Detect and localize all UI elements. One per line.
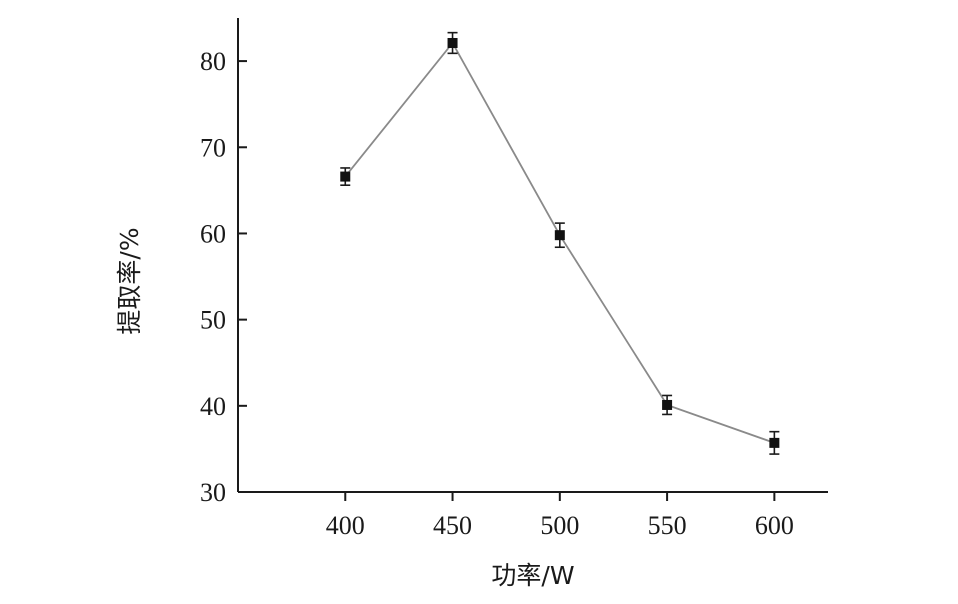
data-point bbox=[340, 171, 351, 182]
x-tick-label: 550 bbox=[648, 511, 687, 540]
x-tick-label: 600 bbox=[755, 511, 794, 540]
data-point bbox=[447, 37, 458, 48]
y-ticks: 30 40 50 60 70 80 bbox=[200, 47, 247, 507]
y-tick-label: 80 bbox=[200, 47, 226, 76]
y-tick-label: 60 bbox=[200, 219, 226, 248]
axes bbox=[237, 18, 828, 493]
y-tick-label: 50 bbox=[200, 306, 226, 335]
x-tick-label: 450 bbox=[433, 511, 472, 540]
y-tick-label: 70 bbox=[200, 133, 226, 162]
series-layer bbox=[340, 31, 780, 455]
x-axis-title: 功率/W bbox=[491, 561, 574, 590]
data-point bbox=[662, 399, 673, 410]
y-tick-label: 40 bbox=[200, 392, 226, 421]
data-point bbox=[769, 437, 780, 448]
x-tick-label: 400 bbox=[326, 511, 365, 540]
x-ticks: 400 450 500 550 600 bbox=[326, 492, 794, 540]
x-tick-label: 500 bbox=[540, 511, 579, 540]
data-point bbox=[554, 230, 565, 241]
y-tick-label: 30 bbox=[200, 478, 226, 507]
y-axis-title: 提取率/% bbox=[115, 227, 144, 334]
